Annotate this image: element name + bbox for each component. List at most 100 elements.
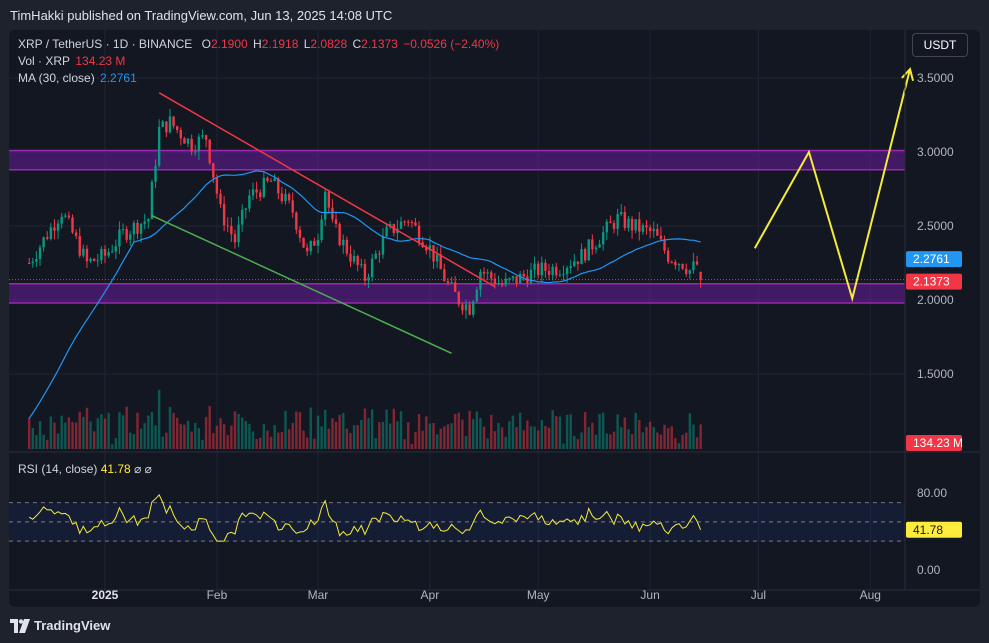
volume-bar [179,424,183,449]
volume-bar [428,423,432,449]
volume-bar [118,412,121,449]
candle-body [313,241,316,246]
candle-body [605,221,608,233]
rsi-legend: RSI (14, close) 41.78 ⌀ ⌀ [18,462,152,476]
volume-bar [432,422,435,449]
volume-bar [392,408,395,449]
volume-bar [580,432,583,449]
candle-body [74,232,78,236]
candle-body [100,248,103,261]
volume-bar [287,429,291,449]
candle-body [309,241,312,252]
candle-body [374,253,377,259]
volume-bar [511,415,515,449]
candle-body [60,216,63,224]
chart-frame[interactable]: 3.5000 3.0000 2.5000 2.0000 1.5000 80.00 0.00 2… [9,30,980,607]
tradingview-logo[interactable]: TradingView [10,618,110,633]
volume-bar [656,432,659,449]
volume-bar [230,425,233,449]
candle-body [165,121,168,133]
candle-body [692,261,695,271]
volume-bar [262,424,266,449]
candle-body [540,262,544,276]
candle-body [53,227,56,231]
candle-body [248,195,251,209]
volume-bar [132,434,136,449]
volume-bar [695,437,699,449]
candle-body [334,219,338,224]
volume-bar [334,421,338,449]
currency-button[interactable]: USDT [912,33,968,57]
volume-bar [143,423,146,449]
candle-body [259,192,262,197]
candle-body [35,258,38,262]
volume-bar [356,425,359,449]
candle-body [222,203,226,226]
descending-support-trendline [151,214,452,354]
time-tick-label: Apr [421,588,440,602]
candle-body [497,283,500,285]
volume-bar [558,416,562,449]
candle-body [370,258,374,278]
candle-body [219,193,222,204]
rsi-label: RSI (14, close) [18,462,98,476]
candle-body [89,258,92,262]
volume-bar [139,428,143,449]
legend-ma-value: 2.2761 [100,71,137,85]
candle-body [67,215,71,218]
candle-body [143,221,146,224]
legend-vol-value: 134.23 M [75,54,126,68]
candle-body [399,221,403,229]
volume-bar [544,426,547,449]
volume-bar [540,420,544,449]
candle-body [666,250,670,262]
candle-body [316,240,320,246]
candle-body [699,271,702,280]
candle-body [407,221,410,223]
volume-bar [27,417,31,449]
candle-body [85,248,89,262]
price-tick-label: 3.5000 [917,71,954,85]
candle-body [482,271,486,274]
candle-body [695,261,699,265]
volume-bar [443,426,446,449]
volume-bar [114,438,118,449]
volume-bar [345,428,349,449]
volume-bar [280,431,284,449]
volume-bar [269,436,273,449]
candle-body [569,266,572,268]
candle-body [486,272,489,274]
candle-body [49,227,53,239]
candle-body [338,223,341,246]
volume-bar [410,444,414,449]
volume-bar [385,409,388,449]
volume-bar [399,411,403,449]
candle-body [461,304,464,311]
axes: 3.5000 3.0000 2.5000 2.0000 1.5000 80.00 0.00 2… [9,30,980,602]
candle-body [168,116,172,133]
volume-bar [627,429,630,449]
candle-body [656,228,659,236]
candle-body [518,273,522,284]
price-tick-label: 2.5000 [917,219,954,233]
volume-bar [699,424,702,449]
legend-l-label: L [303,37,311,51]
chart-svg[interactable]: 3.5000 3.0000 2.5000 2.0000 1.5000 80.00 0.00 2… [9,30,980,607]
volume-bar [547,427,551,449]
volume-bar [125,406,128,449]
publisher-bar: TimHakki published on TradingView.com, J… [0,0,989,30]
volume-bar [226,435,229,449]
candle-body [479,271,482,290]
rsi-icons[interactable]: ⌀ ⌀ [134,462,152,476]
volume-bar [515,427,518,449]
volume-bar [100,414,103,449]
volume-bar [82,416,85,449]
candle-body [186,138,190,144]
volume-bar [248,423,251,449]
candle-body [230,226,233,235]
volume-bar [338,414,341,449]
volume-bar [457,412,460,449]
zones [9,149,905,304]
candle-body [277,178,280,194]
candle-body [215,177,219,194]
